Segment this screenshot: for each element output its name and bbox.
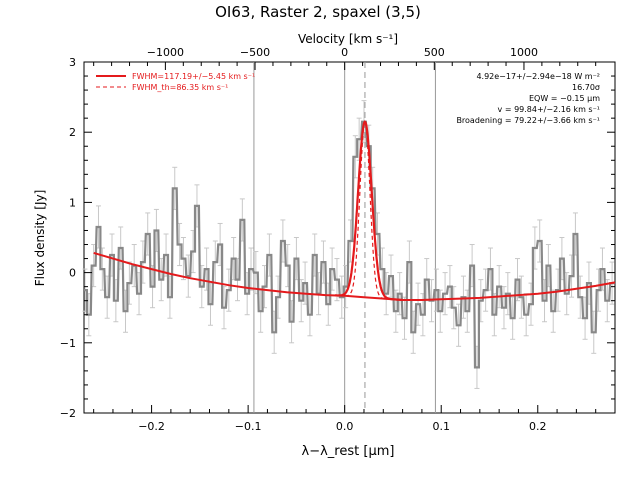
x-tick-label: −0.2 <box>138 420 165 433</box>
fit-curves <box>93 120 616 302</box>
axes: −0.2 −0.1 0.0 0.1 0.2 −1000 −500 0 500 1000 −2 −1 0 1… <box>60 46 616 433</box>
y-tick-label: 3 <box>69 56 76 69</box>
y-axis-label: Flux density [Jy] <box>33 190 47 287</box>
chart-title: OI63, Raster 2, spaxel (3,5) <box>215 3 421 21</box>
top-tick-label: −500 <box>240 46 270 59</box>
legend: FWHM=117.19+/−5.45 km s⁻¹ FWHM_th=86.35 … <box>96 72 255 92</box>
y-tick-label: 0 <box>69 267 76 280</box>
data-series <box>82 100 615 389</box>
top-tick-label: 1000 <box>510 46 538 59</box>
continuum-fit-line <box>93 251 616 301</box>
x-tick-label: 0.0 <box>336 420 354 433</box>
x-tick-label: 0.2 <box>529 420 547 433</box>
top-tick-label: 0 <box>341 46 348 59</box>
gaussian-fit-line <box>335 120 403 302</box>
annotation-sigma: 16.70σ <box>572 83 600 92</box>
x-tick-label: −0.1 <box>235 420 262 433</box>
plot-frame <box>83 61 616 414</box>
thermal-fit-line <box>344 120 389 300</box>
fit-annotations: 4.92e−17+/−2.94e−18 W m⁻² 16.70σ EQW = −… <box>456 72 600 125</box>
annotation-eqw: EQW = −0.15 μm <box>529 94 600 103</box>
top-tick-label: −1000 <box>147 46 184 59</box>
annotation-flux: 4.92e−17+/−2.94e−18 W m⁻² <box>476 72 600 81</box>
annotation-broadening: Broadening = 79.22+/−3.66 km s⁻¹ <box>456 116 600 125</box>
x-tick-label: 0.1 <box>432 420 450 433</box>
annotation-velocity: v = 99.84+/−2.16 km s⁻¹ <box>498 105 600 114</box>
legend-entry-fwhm-th: FWHM_th=86.35 km s⁻¹ <box>132 83 228 92</box>
top-axis-label: Velocity [km s⁻¹] <box>298 32 398 46</box>
legend-entry-fwhm: FWHM=117.19+/−5.45 km s⁻¹ <box>132 72 255 81</box>
y-tick-label: −2 <box>60 407 76 420</box>
spectrum-step-line <box>84 120 614 369</box>
top-tick-label: 500 <box>424 46 445 59</box>
y-tick-label: −1 <box>60 337 76 350</box>
reference-lines <box>253 62 436 413</box>
y-tick-label: 2 <box>69 126 76 139</box>
y-tick-label: 1 <box>69 196 76 209</box>
x-axis-label: λ−λ_rest [μm] <box>302 444 395 459</box>
